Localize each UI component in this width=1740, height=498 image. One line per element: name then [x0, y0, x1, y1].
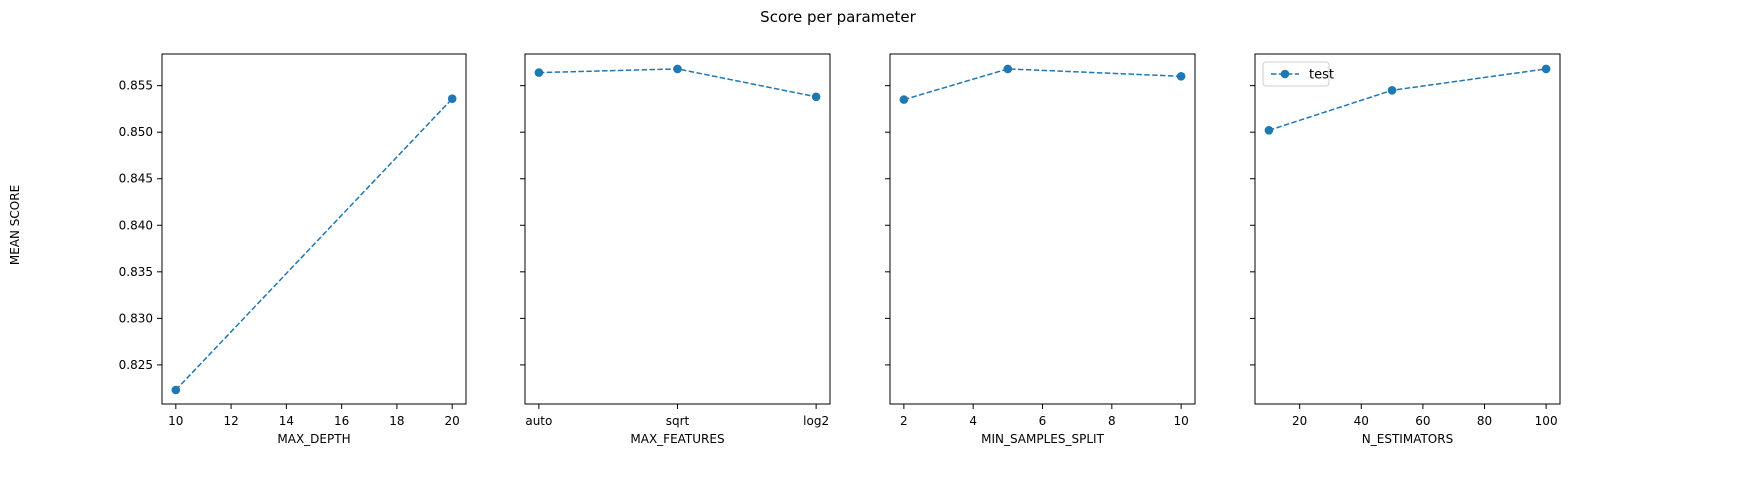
data-point [811, 92, 821, 102]
series-line [903, 68, 1182, 101]
x-tick-label: 20 [445, 414, 460, 428]
x-tick-label: 2 [900, 414, 908, 428]
x-tick-label: 16 [334, 414, 349, 428]
legend-label: test [1309, 68, 1334, 83]
legend-marker [1280, 69, 1290, 79]
y-tick-label: 0.850 [119, 125, 153, 139]
x-tick-label: 4 [969, 414, 977, 428]
x-tick-label: 6 [1039, 414, 1047, 428]
y-tick-label: 0.825 [119, 358, 153, 372]
x-tick-label: 80 [1477, 414, 1492, 428]
figure-title: Score per parameter [760, 8, 916, 26]
data-series [171, 94, 457, 395]
data-point [1387, 86, 1397, 95]
data-point [1176, 72, 1186, 81]
x-tick-label: 100 [1535, 414, 1558, 428]
data-point [534, 68, 544, 77]
y-tick-label: 0.845 [119, 172, 153, 186]
data-point [1541, 64, 1551, 74]
x-tick-label: 10 [1173, 414, 1188, 428]
x-tick-label: 12 [223, 414, 238, 428]
data-series [1264, 64, 1551, 135]
data-series [534, 64, 821, 102]
x-tick-label: 10 [168, 414, 183, 428]
data-point [1264, 126, 1274, 135]
x-tick-label: 8 [1108, 414, 1116, 428]
x-axis-label: MAX_FEATURES [630, 432, 724, 446]
x-tick-label: 14 [279, 414, 294, 428]
axes-frame [1254, 53, 1561, 405]
x-tick-label: 20 [1292, 414, 1307, 428]
data-series [899, 64, 1186, 104]
x-tick-label: sqrt [666, 414, 690, 428]
data-point [447, 94, 457, 103]
subplot-grid: 0.825 0.830 0.835 0.840 0.845 0.850 0.855 10 12 1… [119, 53, 1561, 446]
x-axis-label: MAX_DEPTH [277, 432, 350, 446]
subplot-4: 20 40 60 80 100 N_ESTIMATORS test [1250, 53, 1561, 446]
subplot-2: auto sqrt log2 MAX_FEATURES [520, 53, 831, 446]
x-tick-label: 40 [1354, 414, 1369, 428]
y-tick-label: 0.835 [119, 265, 153, 279]
x-tick-label: 18 [389, 414, 404, 428]
y-tick-label: 0.855 [119, 79, 153, 93]
data-point [171, 385, 181, 395]
y-axis-label: MEAN SCORE [8, 185, 22, 265]
subplot-3: 2 4 6 8 10 MIN_SAMPLES_SPLIT [885, 53, 1196, 446]
series-line [175, 98, 453, 391]
x-axis-label: N_ESTIMATORS [1362, 432, 1453, 446]
data-point [899, 95, 909, 104]
x-tick-label: 60 [1415, 414, 1430, 428]
legend: test [1262, 61, 1334, 87]
x-axis-label: MIN_SAMPLES_SPLIT [981, 432, 1104, 446]
y-tick-label: 0.840 [119, 218, 153, 232]
data-point [1003, 64, 1013, 74]
x-tick-label: log2 [803, 414, 829, 428]
y-tick-label: 0.830 [119, 311, 153, 325]
x-tick-label: auto [525, 414, 552, 428]
data-point [673, 64, 682, 74]
axes-frame [161, 53, 467, 405]
subplot-1: 0.825 0.830 0.835 0.840 0.845 0.850 0.855 10 12 1… [119, 53, 467, 446]
